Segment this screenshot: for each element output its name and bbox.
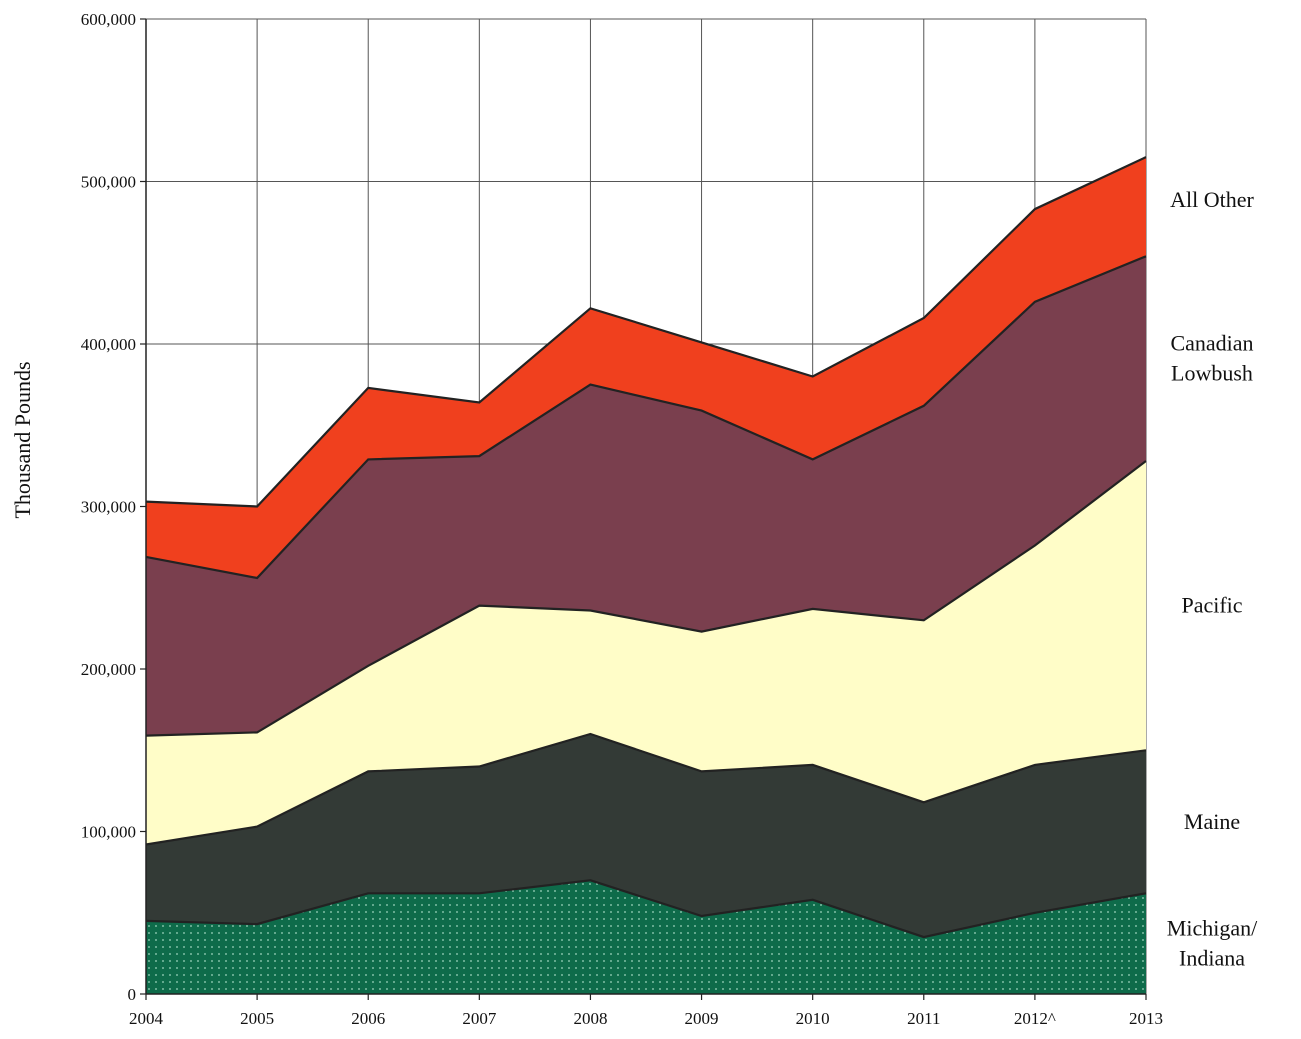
legend: Michigan/Indiana Maine Pacific Canadian Lowb… [1167,187,1258,971]
x-tick-label: 2006 [351,1009,385,1028]
legend-label: All Other [1170,187,1254,212]
area-boundary-line [145,255,1147,580]
y-axis-title: Thousand Pounds [10,361,35,518]
x-tick-label: 2012^ [1014,1009,1056,1028]
x-tick-label: 2010 [796,1009,830,1028]
y-tick-label: 500,000 [81,173,136,192]
area-michigan-indiana [146,880,1146,994]
area-all-other [146,157,1146,578]
legend-label: Pacific [1181,593,1242,618]
y-tick-label: 400,000 [81,335,136,354]
x-axis: 2004 2005 2006 2007 2008 2009 2010 2011 2012^ 201… [129,993,1163,1028]
x-tick-label: 2005 [240,1009,274,1028]
x-tick-label: 2008 [573,1009,607,1028]
legend-label: Maine [1184,809,1240,834]
area-boundary-line [145,460,1147,737]
y-axis: 0 100,000 200,000 300,000 400,000 500,000 600,… [81,10,147,1004]
area-canadian-lowbush [146,256,1146,736]
x-tick-label: 2009 [685,1009,719,1028]
area-pacific [146,461,1146,845]
area-boundary-line [145,156,1147,508]
legend-label: Michigan/Indiana [1167,916,1258,971]
y-tick-label: 200,000 [81,660,136,679]
area-boundary-line [145,732,1147,846]
y-tick-label: 300,000 [81,498,136,517]
area-boundary-line [145,879,1147,939]
area-layers [145,156,1147,994]
y-tick-label: 100,000 [81,823,136,842]
y-tick-label: 0 [128,985,137,1004]
x-tick-label: 2013 [1129,1009,1163,1028]
legend-label: Canadian Lowbush [1170,331,1253,386]
y-tick-label: 600,000 [81,10,136,29]
x-tick-label: 2004 [129,1009,164,1028]
x-tick-label: 2011 [907,1009,940,1028]
x-tick-label: 2007 [462,1009,497,1028]
area-maine [146,734,1146,938]
